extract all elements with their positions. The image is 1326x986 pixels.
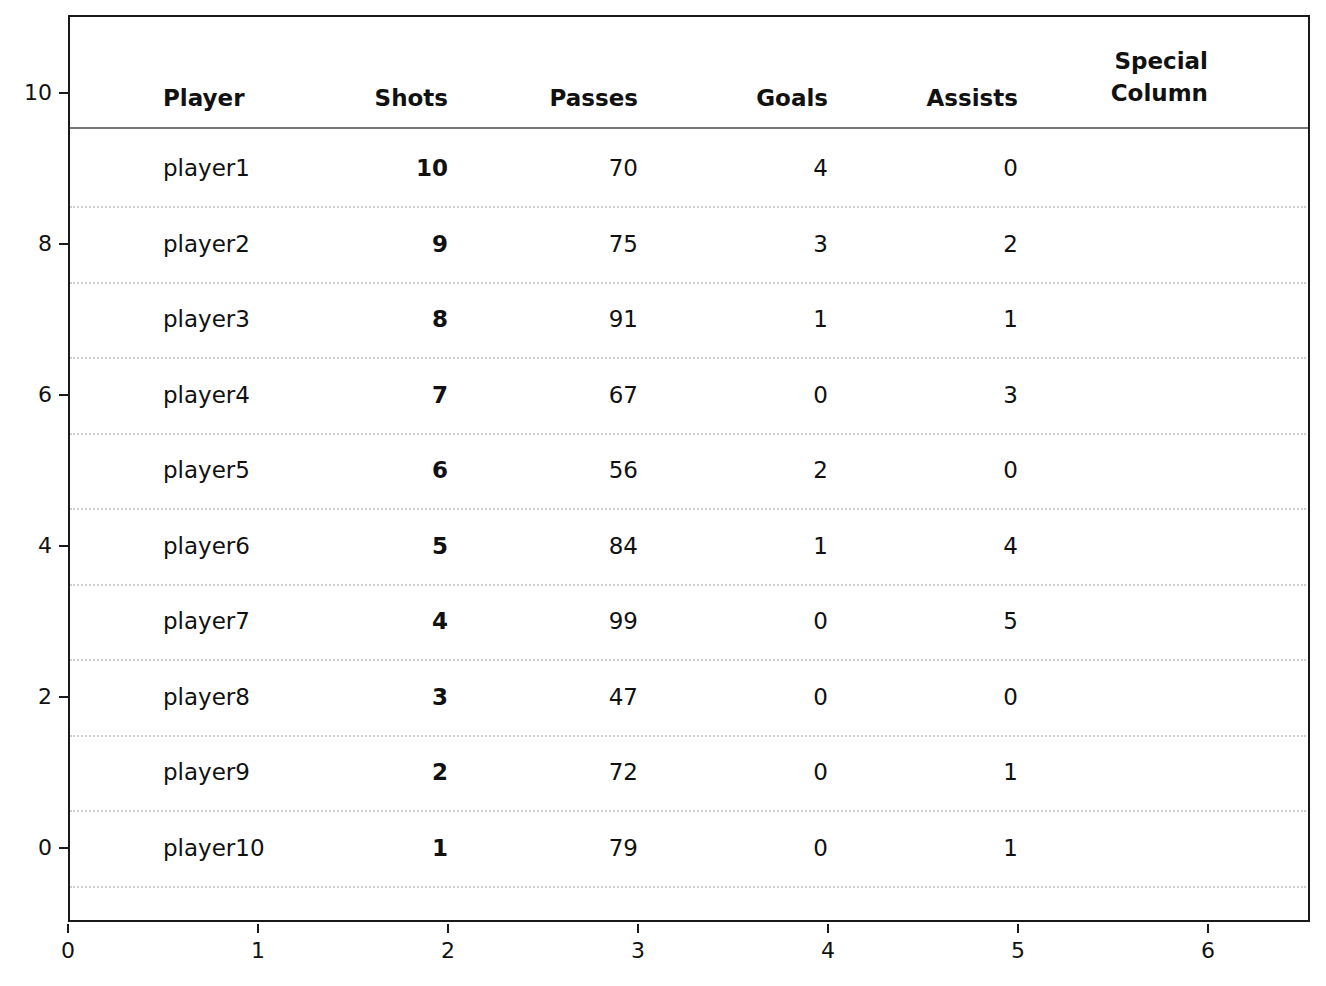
cell-passes: 72 bbox=[478, 757, 638, 788]
y-tick-label: 6 bbox=[0, 380, 52, 410]
cell-goals: 3 bbox=[668, 229, 828, 260]
row-grid-line bbox=[70, 659, 1306, 661]
x-tick-label: 2 bbox=[408, 936, 488, 966]
cell-goals: 4 bbox=[668, 153, 828, 184]
x-tick-mark-6 bbox=[1207, 924, 1209, 933]
column-header-shots: Shots bbox=[288, 83, 448, 114]
cell-shots: 8 bbox=[288, 304, 448, 335]
cell-assists: 1 bbox=[858, 833, 1018, 864]
cell-goals: 1 bbox=[668, 304, 828, 335]
cell-special bbox=[1048, 682, 1208, 713]
cell-special bbox=[1048, 304, 1208, 335]
x-tick-mark-0 bbox=[67, 924, 69, 933]
y-tick-mark-2 bbox=[59, 696, 68, 698]
cell-assists: 3 bbox=[858, 380, 1018, 411]
cell-assists: 0 bbox=[858, 455, 1018, 486]
row-grid-line bbox=[70, 584, 1306, 586]
cell-shots: 7 bbox=[288, 380, 448, 411]
cell-assists: 2 bbox=[858, 229, 1018, 260]
cell-shots: 3 bbox=[288, 682, 448, 713]
cell-special bbox=[1048, 229, 1208, 260]
cell-goals: 0 bbox=[668, 380, 828, 411]
y-tick-mark-8 bbox=[59, 243, 68, 245]
column-header-special-column: Special Column bbox=[1048, 45, 1208, 109]
header-separator-line bbox=[70, 127, 1308, 129]
cell-special bbox=[1048, 455, 1208, 486]
cell-passes: 47 bbox=[478, 682, 638, 713]
row-grid-line bbox=[70, 282, 1306, 284]
y-tick-mark-6 bbox=[59, 394, 68, 396]
y-tick-label: 8 bbox=[0, 229, 52, 259]
row-grid-line bbox=[70, 735, 1306, 737]
cell-special bbox=[1048, 606, 1208, 637]
x-tick-label: 0 bbox=[28, 936, 108, 966]
x-tick-mark-5 bbox=[1017, 924, 1019, 933]
row-grid-line bbox=[70, 886, 1306, 888]
x-tick-label: 6 bbox=[1168, 936, 1248, 966]
cell-passes: 79 bbox=[478, 833, 638, 864]
cell-special bbox=[1048, 531, 1208, 562]
row-grid-line bbox=[70, 508, 1306, 510]
y-tick-label: 0 bbox=[0, 833, 52, 863]
x-tick-mark-2 bbox=[447, 924, 449, 933]
x-tick-label: 3 bbox=[598, 936, 678, 966]
x-tick-mark-3 bbox=[637, 924, 639, 933]
cell-goals: 2 bbox=[668, 455, 828, 486]
cell-goals: 0 bbox=[668, 682, 828, 713]
x-tick-label: 4 bbox=[788, 936, 868, 966]
cell-shots: 9 bbox=[288, 229, 448, 260]
cell-passes: 56 bbox=[478, 455, 638, 486]
cell-shots: 6 bbox=[288, 455, 448, 486]
cell-assists: 0 bbox=[858, 682, 1018, 713]
cell-assists: 4 bbox=[858, 531, 1018, 562]
y-tick-mark-0 bbox=[59, 847, 68, 849]
x-tick-label: 5 bbox=[978, 936, 1058, 966]
y-tick-label: 2 bbox=[0, 682, 52, 712]
cell-assists: 5 bbox=[858, 606, 1018, 637]
x-tick-mark-1 bbox=[257, 924, 259, 933]
cell-passes: 75 bbox=[478, 229, 638, 260]
cell-shots: 4 bbox=[288, 606, 448, 637]
y-tick-label: 4 bbox=[0, 531, 52, 561]
cell-goals: 0 bbox=[668, 606, 828, 637]
cell-assists: 1 bbox=[858, 757, 1018, 788]
row-grid-line bbox=[70, 206, 1306, 208]
cell-goals: 1 bbox=[668, 531, 828, 562]
cell-goals: 0 bbox=[668, 757, 828, 788]
x-tick-mark-4 bbox=[827, 924, 829, 933]
column-header-goals: Goals bbox=[668, 83, 828, 114]
figure-canvas: 10 8 6 4 2 0 0 1 2 3 4 5 6 Player Shots … bbox=[0, 0, 1326, 986]
cell-passes: 99 bbox=[478, 606, 638, 637]
cell-goals: 0 bbox=[668, 833, 828, 864]
cell-shots: 5 bbox=[288, 531, 448, 562]
cell-special bbox=[1048, 757, 1208, 788]
cell-special bbox=[1048, 380, 1208, 411]
row-grid-line bbox=[70, 433, 1306, 435]
y-tick-mark-4 bbox=[59, 545, 68, 547]
cell-assists: 1 bbox=[858, 304, 1018, 335]
cell-passes: 91 bbox=[478, 304, 638, 335]
x-tick-label: 1 bbox=[218, 936, 298, 966]
cell-passes: 67 bbox=[478, 380, 638, 411]
row-grid-line bbox=[70, 810, 1306, 812]
cell-shots: 1 bbox=[288, 833, 448, 864]
row-grid-line bbox=[70, 357, 1306, 359]
column-header-passes: Passes bbox=[478, 83, 638, 114]
cell-special bbox=[1048, 833, 1208, 864]
cell-passes: 84 bbox=[478, 531, 638, 562]
cell-shots: 2 bbox=[288, 757, 448, 788]
cell-shots: 10 bbox=[288, 153, 448, 184]
column-header-assists: Assists bbox=[858, 83, 1018, 114]
cell-assists: 0 bbox=[858, 153, 1018, 184]
y-tick-label: 10 bbox=[0, 78, 52, 108]
y-tick-mark-10 bbox=[59, 92, 68, 94]
cell-passes: 70 bbox=[478, 153, 638, 184]
cell-special bbox=[1048, 153, 1208, 184]
